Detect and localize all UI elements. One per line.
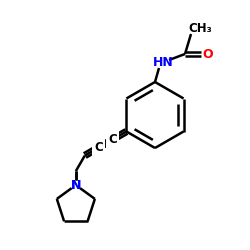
Text: O: O [203, 48, 213, 60]
Text: HN: HN [152, 56, 174, 68]
Text: N: N [71, 178, 81, 192]
Text: C: C [94, 141, 103, 154]
Text: N: N [71, 178, 81, 192]
Text: CH₃: CH₃ [188, 22, 212, 36]
Text: C: C [108, 133, 117, 146]
